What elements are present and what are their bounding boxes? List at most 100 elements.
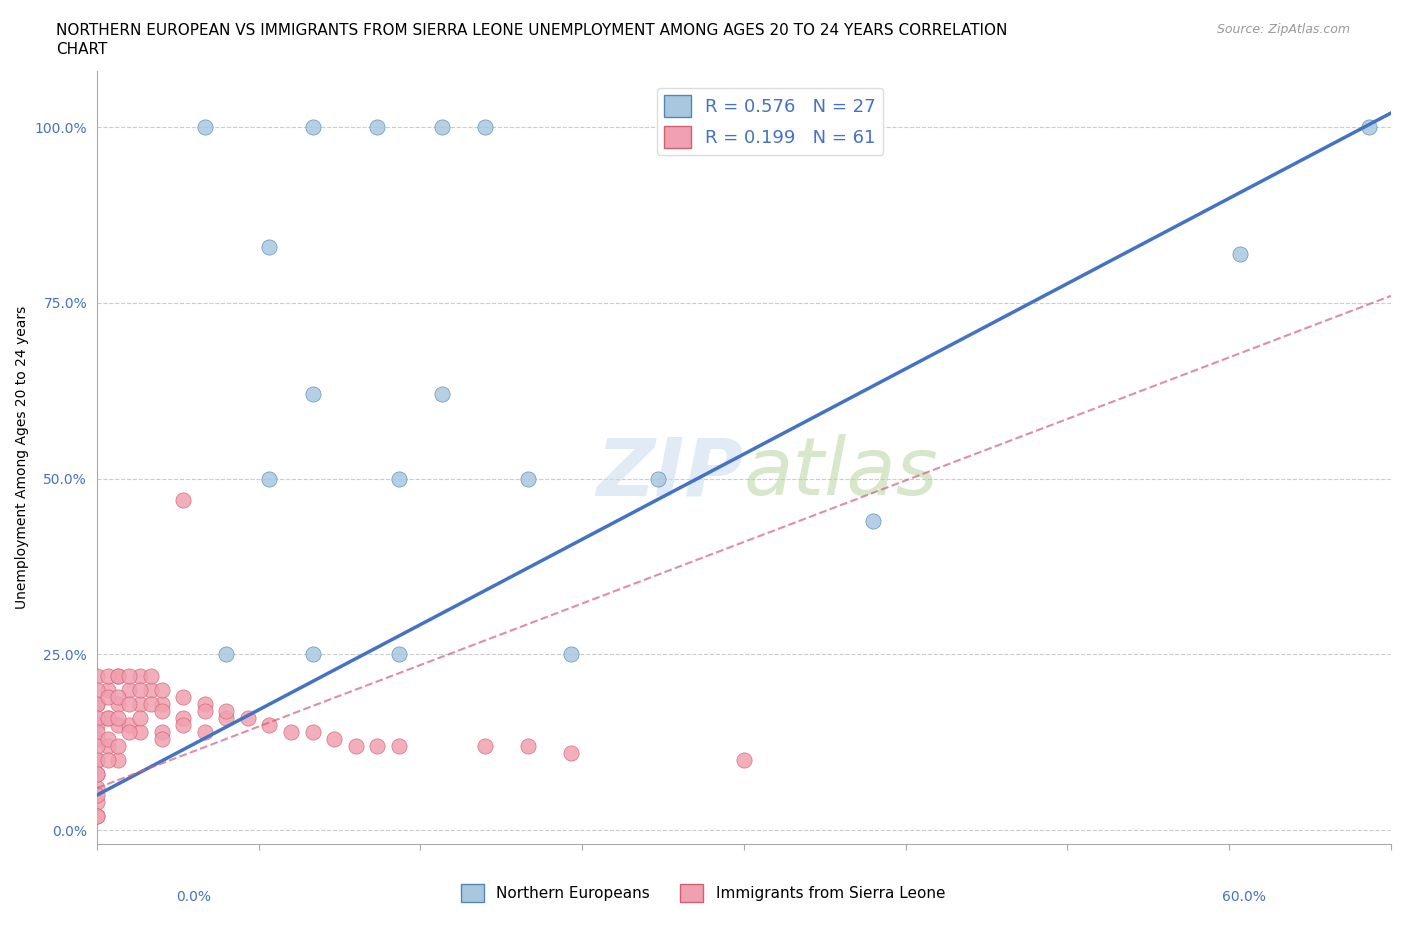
Point <box>150 731 173 746</box>
Point <box>430 387 453 402</box>
Legend: R = 0.576   N = 27, R = 0.199   N = 61: R = 0.576 N = 27, R = 0.199 N = 61 <box>657 87 883 155</box>
Point <box>194 703 217 718</box>
Point <box>97 668 120 683</box>
Point <box>344 738 367 753</box>
Point <box>86 711 108 725</box>
Text: atlas: atlas <box>744 434 939 512</box>
Point <box>97 738 120 753</box>
Point <box>517 472 540 486</box>
Point <box>150 683 173 698</box>
Point <box>388 647 411 662</box>
Point <box>86 788 108 803</box>
Point <box>172 711 194 725</box>
Point <box>107 752 129 767</box>
Text: ZIP: ZIP <box>596 434 744 512</box>
Point <box>560 746 582 761</box>
Point <box>118 683 141 698</box>
Point <box>733 752 755 767</box>
Point <box>259 472 281 486</box>
Point <box>215 711 238 725</box>
Point <box>86 795 108 810</box>
Point <box>118 717 141 732</box>
Point <box>139 697 162 711</box>
Point <box>86 752 108 767</box>
Point <box>118 724 141 739</box>
Text: 0.0%: 0.0% <box>176 890 211 905</box>
Point <box>323 731 346 746</box>
Point <box>107 738 129 753</box>
Text: CHART: CHART <box>56 42 108 57</box>
Point <box>86 766 108 781</box>
Point <box>86 724 108 739</box>
Point <box>474 120 496 135</box>
Point <box>647 472 669 486</box>
Point <box>139 668 162 683</box>
Point <box>215 703 238 718</box>
Point <box>107 689 129 704</box>
Point <box>118 697 141 711</box>
Point <box>86 697 108 711</box>
Point <box>560 647 582 662</box>
Point <box>97 689 120 704</box>
Point <box>129 711 152 725</box>
Point <box>86 717 108 732</box>
Point <box>86 809 108 824</box>
Point <box>259 717 281 732</box>
Point <box>97 711 120 725</box>
Point <box>86 697 108 711</box>
Point <box>388 472 411 486</box>
Point <box>259 239 281 254</box>
Point <box>86 668 108 683</box>
Point <box>366 120 388 135</box>
Point <box>107 711 129 725</box>
Point <box>86 752 108 767</box>
Point <box>107 717 129 732</box>
Point <box>388 738 411 753</box>
Point <box>150 697 173 711</box>
Point <box>301 724 323 739</box>
Point <box>118 668 141 683</box>
Point <box>172 492 194 507</box>
Point <box>129 668 152 683</box>
Point <box>97 711 120 725</box>
Point <box>236 711 259 725</box>
Point <box>194 724 217 739</box>
Point <box>1229 246 1251 261</box>
Point <box>301 647 323 662</box>
Point <box>129 697 152 711</box>
Text: Source: ZipAtlas.com: Source: ZipAtlas.com <box>1216 23 1350 36</box>
Point <box>97 683 120 698</box>
Point <box>139 683 162 698</box>
Point <box>150 703 173 718</box>
Point <box>107 697 129 711</box>
Point <box>862 513 884 528</box>
Point <box>97 731 120 746</box>
Point <box>430 120 453 135</box>
Point <box>107 668 129 683</box>
Y-axis label: Unemployment Among Ages 20 to 24 years: Unemployment Among Ages 20 to 24 years <box>15 306 30 609</box>
Point <box>172 689 194 704</box>
Point <box>301 120 323 135</box>
Legend: Northern Europeans, Immigrants from Sierra Leone: Northern Europeans, Immigrants from Sier… <box>456 878 950 909</box>
Point <box>194 697 217 711</box>
Point <box>150 724 173 739</box>
Point <box>517 738 540 753</box>
Point <box>86 731 108 746</box>
Point <box>97 752 120 767</box>
Point <box>86 683 108 698</box>
Point <box>129 724 152 739</box>
Point <box>301 387 323 402</box>
Point <box>366 738 388 753</box>
Point <box>86 780 108 795</box>
Point <box>129 683 152 698</box>
Point <box>86 809 108 824</box>
Point <box>86 766 108 781</box>
Point <box>86 738 108 753</box>
Text: 60.0%: 60.0% <box>1222 890 1265 905</box>
Point <box>474 738 496 753</box>
Text: NORTHERN EUROPEAN VS IMMIGRANTS FROM SIERRA LEONE UNEMPLOYMENT AMONG AGES 20 TO : NORTHERN EUROPEAN VS IMMIGRANTS FROM SIE… <box>56 23 1008 38</box>
Point <box>1358 120 1381 135</box>
Point <box>194 120 217 135</box>
Point <box>215 647 238 662</box>
Point <box>280 724 302 739</box>
